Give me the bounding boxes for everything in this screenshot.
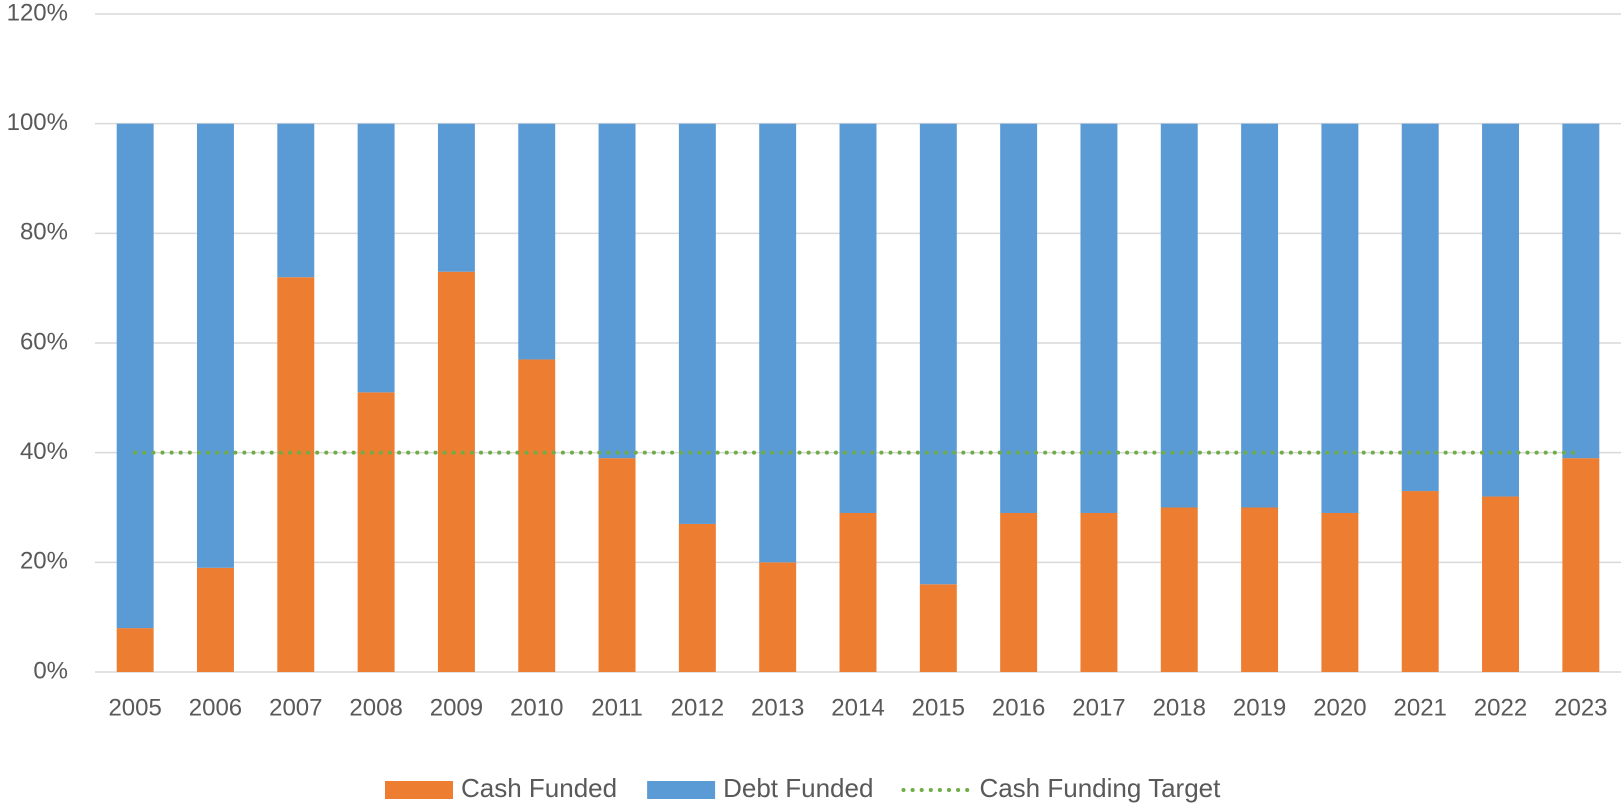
x-tick-label: 2012 xyxy=(671,694,724,721)
bar xyxy=(759,562,797,672)
x-tick-label: 2009 xyxy=(430,694,483,721)
legend-label: Cash Funded xyxy=(461,773,617,803)
bar xyxy=(1160,507,1198,672)
bar xyxy=(437,123,475,272)
x-tick-label: 2021 xyxy=(1394,694,1447,721)
bar xyxy=(1000,123,1038,513)
y-tick-label: 120% xyxy=(7,0,68,26)
bar xyxy=(598,123,636,459)
x-tick-label: 2016 xyxy=(992,694,1045,721)
bar xyxy=(1321,123,1359,513)
y-tick-label: 20% xyxy=(20,548,68,575)
x-tick-label: 2020 xyxy=(1313,694,1366,721)
bar xyxy=(1401,491,1439,672)
bar xyxy=(277,277,315,672)
legend-swatch xyxy=(385,781,453,799)
legend-label: Debt Funded xyxy=(723,773,873,803)
bar xyxy=(1241,507,1279,672)
bar xyxy=(437,271,475,672)
x-tick-label: 2011 xyxy=(591,694,643,721)
bar xyxy=(839,123,877,513)
x-tick-label: 2019 xyxy=(1233,694,1286,721)
x-tick-label: 2013 xyxy=(751,694,804,721)
bar xyxy=(1401,123,1439,492)
legend-label: Cash Funding Target xyxy=(979,773,1221,803)
y-tick-label: 60% xyxy=(20,328,68,355)
bar xyxy=(1080,512,1118,672)
bar xyxy=(678,523,716,672)
bar xyxy=(919,584,957,672)
bar xyxy=(1000,512,1038,672)
x-tick-label: 2017 xyxy=(1072,694,1125,721)
bar xyxy=(1482,123,1519,497)
bar xyxy=(1562,458,1600,672)
bar xyxy=(1321,512,1359,672)
bar xyxy=(357,123,395,393)
x-tick-label: 2008 xyxy=(349,694,402,721)
x-tick-label: 2005 xyxy=(108,694,161,721)
y-tick-label: 100% xyxy=(7,109,68,136)
x-tick-label: 2023 xyxy=(1554,694,1607,721)
x-tick-label: 2015 xyxy=(912,694,965,721)
x-tick-label: 2018 xyxy=(1153,694,1206,721)
x-tick-label: 2010 xyxy=(510,694,563,721)
bar xyxy=(839,512,877,672)
x-tick-label: 2007 xyxy=(269,694,322,721)
bar xyxy=(1241,123,1279,508)
bar xyxy=(357,392,395,672)
x-tick-label: 2022 xyxy=(1474,694,1527,721)
x-tick-label: 2006 xyxy=(189,694,242,721)
bar xyxy=(518,359,556,672)
y-tick-label: 80% xyxy=(20,219,68,246)
bar xyxy=(116,123,154,629)
x-tick-label: 2014 xyxy=(831,694,884,721)
bar xyxy=(518,123,556,360)
y-tick-label: 40% xyxy=(20,438,68,465)
bar xyxy=(1482,496,1519,672)
bar xyxy=(759,123,797,563)
bar xyxy=(678,123,716,524)
y-tick-label: 0% xyxy=(33,657,68,684)
legend-swatch xyxy=(647,781,716,799)
bar xyxy=(1160,123,1198,508)
bar xyxy=(116,628,154,672)
bar xyxy=(1562,123,1600,459)
bar xyxy=(919,123,957,585)
bar xyxy=(277,123,315,278)
bar xyxy=(598,458,636,672)
bar xyxy=(1080,123,1118,513)
bar xyxy=(197,567,234,672)
bar xyxy=(197,123,234,568)
